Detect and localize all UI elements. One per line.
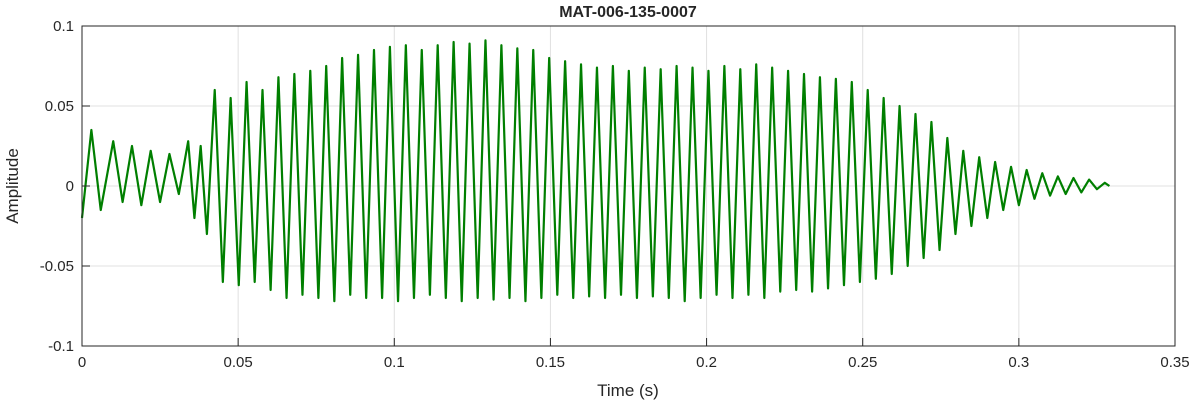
x-tick-label: 0.2 xyxy=(696,354,717,371)
waveform-line xyxy=(80,39,1111,303)
x-tick-label: 0.25 xyxy=(848,354,877,371)
y-tick-label: -0.05 xyxy=(40,258,74,275)
y-axis-label: Amplitude xyxy=(3,148,22,224)
x-tick-label: 0.05 xyxy=(224,354,253,371)
y-tick-label: 0.05 xyxy=(45,98,74,115)
x-tick-label: 0.15 xyxy=(536,354,565,371)
y-tick-label: -0.1 xyxy=(48,338,74,355)
x-tick-label: 0.1 xyxy=(384,354,405,371)
y-tick-label: 0.1 xyxy=(53,18,74,35)
x-tick-label: 0.35 xyxy=(1160,354,1189,371)
plot xyxy=(80,39,1111,303)
y-tick-label: 0 xyxy=(66,178,74,195)
ticks: 0 0.05 0.1 0.15 0.2 0.25 0.3 0.35 -0.1 -0.05 0 0.05… xyxy=(40,18,1190,371)
chart-title: MAT-006-135-0007 xyxy=(559,4,697,21)
x-tick-label: 0 xyxy=(78,354,86,371)
x-tick-label: 0.3 xyxy=(1008,354,1029,371)
x-axis-label: Time (s) xyxy=(597,381,659,400)
